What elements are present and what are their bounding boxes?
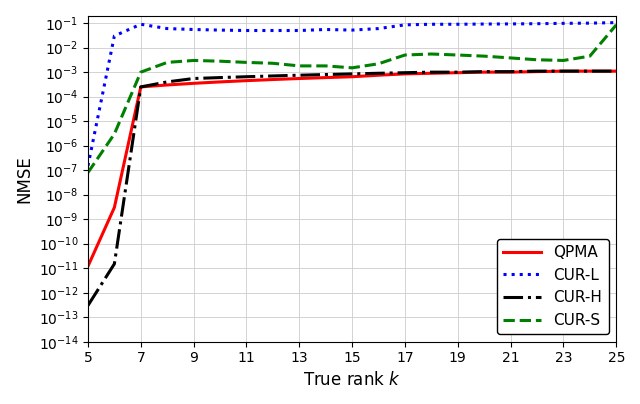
CUR-L [111, 34, 118, 38]
CUR-S [296, 63, 303, 68]
CUR-S [190, 58, 198, 63]
QPMA [296, 76, 303, 81]
CUR-L [559, 21, 567, 26]
QPMA [533, 69, 541, 74]
CUR-L [586, 21, 594, 25]
Line: QPMA: QPMA [88, 71, 616, 266]
CUR-S [507, 55, 515, 60]
CUR-L [243, 28, 250, 33]
CUR-S [401, 53, 409, 57]
CUR-L [322, 27, 330, 32]
CUR-L [401, 23, 409, 27]
CUR-H [533, 69, 541, 74]
Y-axis label: NMSE: NMSE [15, 155, 33, 203]
CUR-H [559, 69, 567, 74]
CUR-S [374, 61, 382, 66]
CUR-H [111, 261, 118, 266]
CUR-H [481, 69, 488, 74]
CUR-H [84, 303, 92, 308]
CUR-S [612, 23, 620, 27]
CUR-H [322, 72, 330, 77]
CUR-S [348, 65, 356, 70]
QPMA [401, 72, 409, 76]
CUR-H [296, 73, 303, 78]
CUR-L [428, 22, 435, 27]
QPMA [269, 77, 276, 82]
CUR-L [507, 21, 515, 26]
CUR-H [507, 69, 515, 74]
CUR-H [454, 70, 461, 75]
CUR-S [454, 53, 461, 57]
CUR-H [374, 71, 382, 76]
CUR-S [111, 132, 118, 137]
CUR-S [269, 61, 276, 66]
CUR-L [84, 164, 92, 168]
CUR-H [163, 80, 171, 84]
CUR-S [428, 52, 435, 57]
QPMA [481, 70, 488, 75]
CUR-L [190, 27, 198, 32]
CUR-L [612, 20, 620, 25]
CUR-L [454, 22, 461, 27]
CUR-L [348, 27, 356, 32]
CUR-L [137, 22, 145, 27]
QPMA [454, 70, 461, 75]
CUR-H [401, 70, 409, 75]
CUR-L [374, 26, 382, 31]
QPMA [374, 73, 382, 78]
QPMA [216, 80, 224, 84]
CUR-H [269, 74, 276, 78]
CUR-S [137, 70, 145, 75]
Line: CUR-S: CUR-S [88, 25, 616, 173]
CUR-S [559, 58, 567, 63]
CUR-H [348, 72, 356, 76]
CUR-L [296, 28, 303, 33]
CUR-L [163, 26, 171, 31]
CUR-S [84, 170, 92, 175]
CUR-H [586, 69, 594, 74]
QPMA [322, 75, 330, 80]
QPMA [559, 69, 567, 74]
CUR-L [216, 27, 224, 32]
CUR-H [216, 75, 224, 80]
CUR-L [269, 28, 276, 33]
Line: CUR-H: CUR-H [88, 71, 616, 305]
QPMA [84, 264, 92, 269]
QPMA [428, 71, 435, 76]
QPMA [137, 84, 145, 89]
QPMA [586, 69, 594, 74]
Line: CUR-L: CUR-L [88, 23, 616, 166]
X-axis label: True rank $k$: True rank $k$ [303, 371, 401, 389]
QPMA [507, 70, 515, 75]
CUR-H [190, 76, 198, 81]
Legend: QPMA, CUR-L, CUR-H, CUR-S: QPMA, CUR-L, CUR-H, CUR-S [497, 239, 609, 334]
QPMA [111, 205, 118, 210]
CUR-S [533, 57, 541, 62]
CUR-S [216, 59, 224, 63]
CUR-H [137, 84, 145, 89]
QPMA [348, 74, 356, 79]
CUR-H [612, 69, 620, 74]
CUR-L [533, 21, 541, 26]
QPMA [190, 81, 198, 86]
CUR-S [481, 54, 488, 59]
CUR-S [322, 63, 330, 68]
CUR-H [243, 74, 250, 79]
CUR-S [243, 60, 250, 65]
CUR-H [428, 70, 435, 75]
CUR-S [586, 54, 594, 59]
QPMA [163, 82, 171, 87]
QPMA [243, 78, 250, 83]
CUR-L [481, 21, 488, 26]
QPMA [612, 69, 620, 74]
CUR-S [163, 60, 171, 65]
